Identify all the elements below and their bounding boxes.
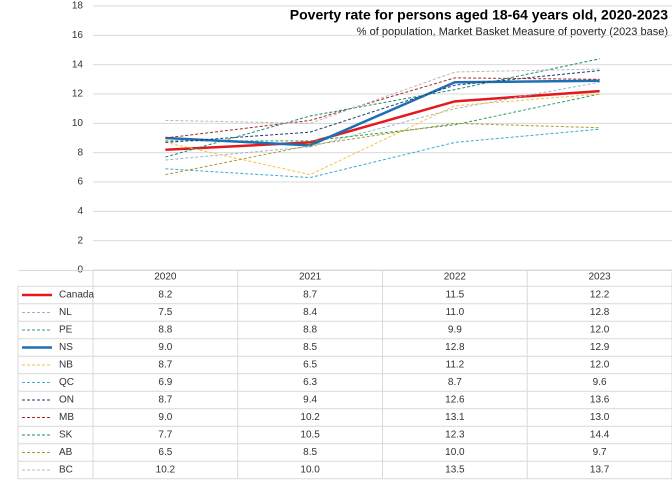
series-line <box>165 70 600 143</box>
table-cell: 7.5 <box>158 307 172 318</box>
legend-label: NB <box>59 360 73 371</box>
legend-label: NS <box>59 342 73 353</box>
table-cell: 11.0 <box>446 307 465 318</box>
y-tick-label: 10 <box>72 118 84 129</box>
table-cell: 11.5 <box>446 290 465 301</box>
y-tick-label: 2 <box>77 235 83 246</box>
series-line <box>165 93 600 176</box>
table-cell: 12.2 <box>590 290 610 301</box>
x-tick-label: 2022 <box>444 272 467 283</box>
legend-label: Canada <box>59 290 94 301</box>
table-cell: 6.5 <box>303 360 317 371</box>
table-cell: 12.6 <box>445 395 465 406</box>
y-tick-label: 4 <box>77 206 83 217</box>
series-line <box>165 128 600 179</box>
legend-label: ON <box>59 395 74 406</box>
table-cell: 13.7 <box>590 465 610 476</box>
series-line <box>165 89 600 151</box>
table-cell: 8.8 <box>158 325 172 336</box>
table-cell: 13.6 <box>590 395 610 406</box>
table-cell: 6.9 <box>158 377 172 388</box>
table-cell: 8.5 <box>303 342 317 353</box>
y-tick-label: 18 <box>72 1 84 12</box>
table-cell: 12.8 <box>590 307 610 318</box>
table-cell: 9.4 <box>303 395 317 406</box>
y-tick-label: 12 <box>72 89 84 100</box>
series-line <box>165 58 600 158</box>
table-cell: 8.7 <box>448 377 462 388</box>
table-cell: 10.2 <box>300 412 320 423</box>
series-line <box>165 77 600 139</box>
table-cell: 8.7 <box>158 360 172 371</box>
series-line <box>165 68 600 124</box>
table-cell: 12.0 <box>590 325 610 336</box>
y-tick-label: 14 <box>72 59 84 70</box>
table-cell: 10.0 <box>445 447 465 458</box>
chart-subtitle: % of population, Market Basket Measure o… <box>357 26 668 38</box>
table-cell: 10.5 <box>300 430 320 441</box>
legend-label: SK <box>59 430 73 441</box>
table-cell: 9.0 <box>158 412 172 423</box>
table-cell: 8.4 <box>303 307 317 318</box>
y-tick-label: 16 <box>72 30 84 41</box>
table-cell: 8.7 <box>303 290 317 301</box>
legend-label: AB <box>59 447 73 458</box>
table-cell: 8.5 <box>303 447 317 458</box>
table-cell: 8.2 <box>158 290 172 301</box>
legend-label: MB <box>59 412 74 423</box>
table-cell: 9.7 <box>593 447 607 458</box>
y-tick-label: 8 <box>77 147 83 158</box>
table-cell: 6.3 <box>303 377 317 388</box>
x-tick-label: 2021 <box>299 272 322 283</box>
table-cell: 14.4 <box>590 430 610 441</box>
x-tick-label: 2023 <box>589 272 612 283</box>
y-tick-label: 6 <box>77 177 83 188</box>
table-cell: 10.0 <box>300 465 320 476</box>
table-cell: 13.1 <box>445 412 465 423</box>
table-cell: 8.7 <box>158 395 172 406</box>
table-cell: 11.2 <box>446 360 465 371</box>
chart-title: Poverty rate for persons aged 18-64 year… <box>290 7 668 23</box>
legend-label: QC <box>59 377 74 388</box>
series-line <box>165 79 600 147</box>
table-cell: 13.5 <box>445 465 465 476</box>
table-cell: 6.5 <box>158 447 172 458</box>
table-cell: 12.0 <box>590 360 610 371</box>
series-line <box>165 122 600 176</box>
legend-label: PE <box>59 325 73 336</box>
table-cell: 12.8 <box>445 342 465 353</box>
legend-label: NL <box>59 307 72 318</box>
table-cell: 9.0 <box>158 342 172 353</box>
table-cell: 12.9 <box>590 342 610 353</box>
table-cell: 7.7 <box>158 430 172 441</box>
table-cell: 8.8 <box>303 325 317 336</box>
table-cell: 9.9 <box>448 325 462 336</box>
x-tick-label: 2020 <box>154 272 177 283</box>
series-line <box>165 81 600 161</box>
table-cell: 9.6 <box>593 377 607 388</box>
table-cell: 12.3 <box>445 430 465 441</box>
legend-label: BC <box>59 465 73 476</box>
table-cell: 13.0 <box>590 412 610 423</box>
table-cell: 10.2 <box>156 465 176 476</box>
